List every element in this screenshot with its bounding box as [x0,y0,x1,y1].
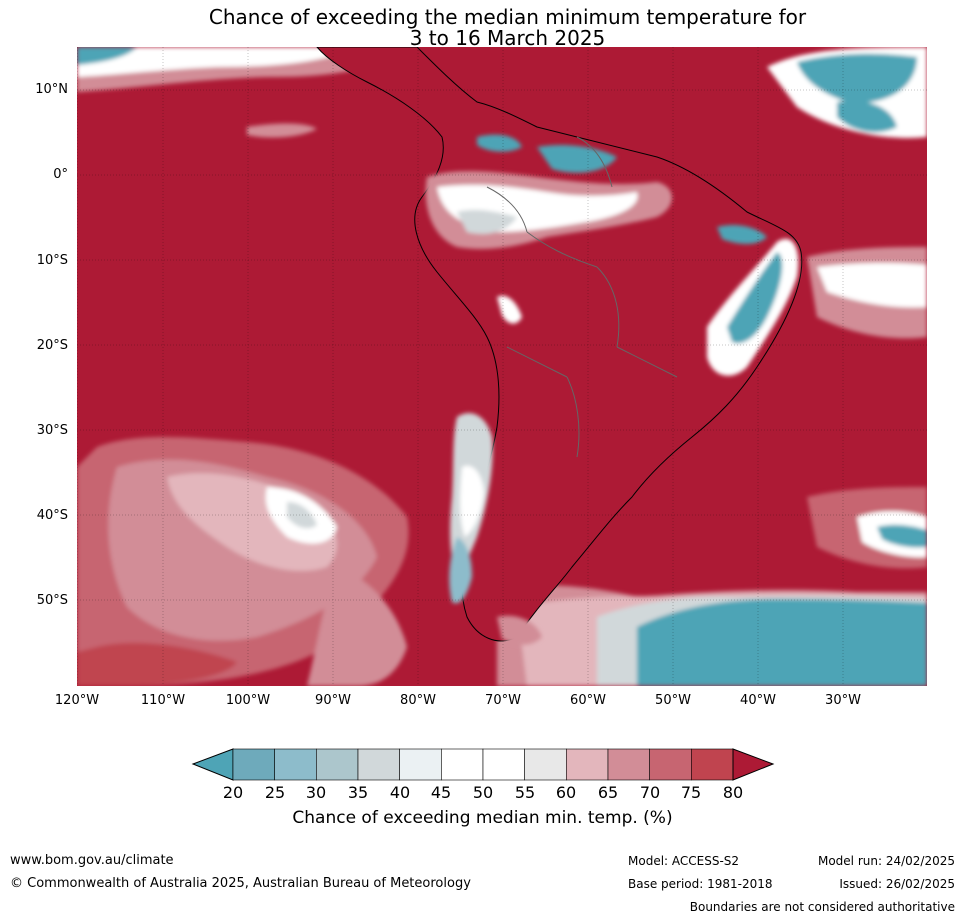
colorbar-segment [232,748,275,781]
footer-base-period: Base period: 1981-2018 [628,877,773,891]
colorbar-segment [524,748,567,781]
cb-tick-30: 30 [305,783,327,802]
footer-model: Model: ACCESS-S2 [628,854,740,868]
tropical-atlantic-anomaly [767,47,927,339]
cb-tick-40: 40 [389,783,411,802]
lat-label-50s: 50°S [36,593,68,608]
lat-label-40s: 40°S [36,508,68,523]
colorbar-segment [316,748,359,781]
patagonia-anomaly [449,295,542,645]
lon-label-80w: 80°W [400,693,436,708]
colorbar-segment [607,748,650,781]
cb-tick-65: 65 [597,783,619,802]
east-brazil-cool-region [707,238,799,376]
colorbar-high-extend [732,748,775,781]
lon-label-60w: 60°W [570,693,606,708]
colorbar-segment [482,748,525,781]
footer-issued: Issued: 26/02/2025 [839,877,955,891]
lon-label-40w: 40°W [740,693,776,708]
cb-tick-55: 55 [514,783,536,802]
chart-title-line1: Chance of exceeding the median minimum t… [208,5,807,29]
lat-label-20s: 20°S [36,338,68,353]
colorbar-segments [232,748,734,781]
colorbar-segment [566,748,609,781]
lon-label-100w: 100°W [225,693,271,708]
cb-tick-60: 60 [555,783,577,802]
colorbar-segment [649,748,692,781]
footer-model-run: Model run: 24/02/2025 [817,854,955,868]
lat-label-10n: 10°N [35,82,68,97]
north-pacific-anomaly [77,47,407,138]
map-canvas [77,47,927,686]
colorbar-label: Chance of exceeding median min. temp. (%… [292,808,673,828]
cb-tick-80: 80 [722,783,744,802]
cb-tick-20: 20 [222,783,244,802]
colorbar-low-extend [191,748,234,781]
amazon-anomaly [425,134,767,249]
colorbar-svg [191,748,775,781]
colorbar-segment [691,748,734,781]
cb-tick-70: 70 [639,783,661,802]
cb-tick-35: 35 [347,783,369,802]
colorbar-segment [399,748,442,781]
south-atlantic-cool-region [497,487,927,686]
footer-disclaimer: Boundaries are not considered authoritat… [689,900,955,914]
lat-label-10s: 10°S [36,253,68,268]
footer-website: www.bom.gov.au/climate [10,853,174,868]
probability-map [77,47,927,686]
colorbar-segment [441,748,484,781]
cb-tick-75: 75 [680,783,702,802]
south-pacific-anomaly [77,437,409,686]
lon-label-50w: 50°W [655,693,691,708]
lon-label-30w: 30°W [825,693,861,708]
cb-tick-50: 50 [472,783,494,802]
chart-title-line2: 3 to 16 March 2025 [409,26,606,50]
lon-label-110w: 110°W [140,693,186,708]
footer-copyright: © Commonwealth of Australia 2025, Austra… [10,876,471,891]
lon-label-120w: 120°W [54,693,100,708]
lon-label-70w: 70°W [485,693,521,708]
country-boundaries [486,136,678,458]
colorbar-segment [357,748,400,781]
lat-label-30s: 30°S [36,423,68,438]
map-gridlines [77,47,927,686]
colorbar-segment [274,748,317,781]
cb-tick-25: 25 [264,783,286,802]
lat-label-0: 0° [53,167,68,182]
colorbar [190,745,780,805]
lon-label-90w: 90°W [315,693,351,708]
cb-tick-45: 45 [430,783,452,802]
